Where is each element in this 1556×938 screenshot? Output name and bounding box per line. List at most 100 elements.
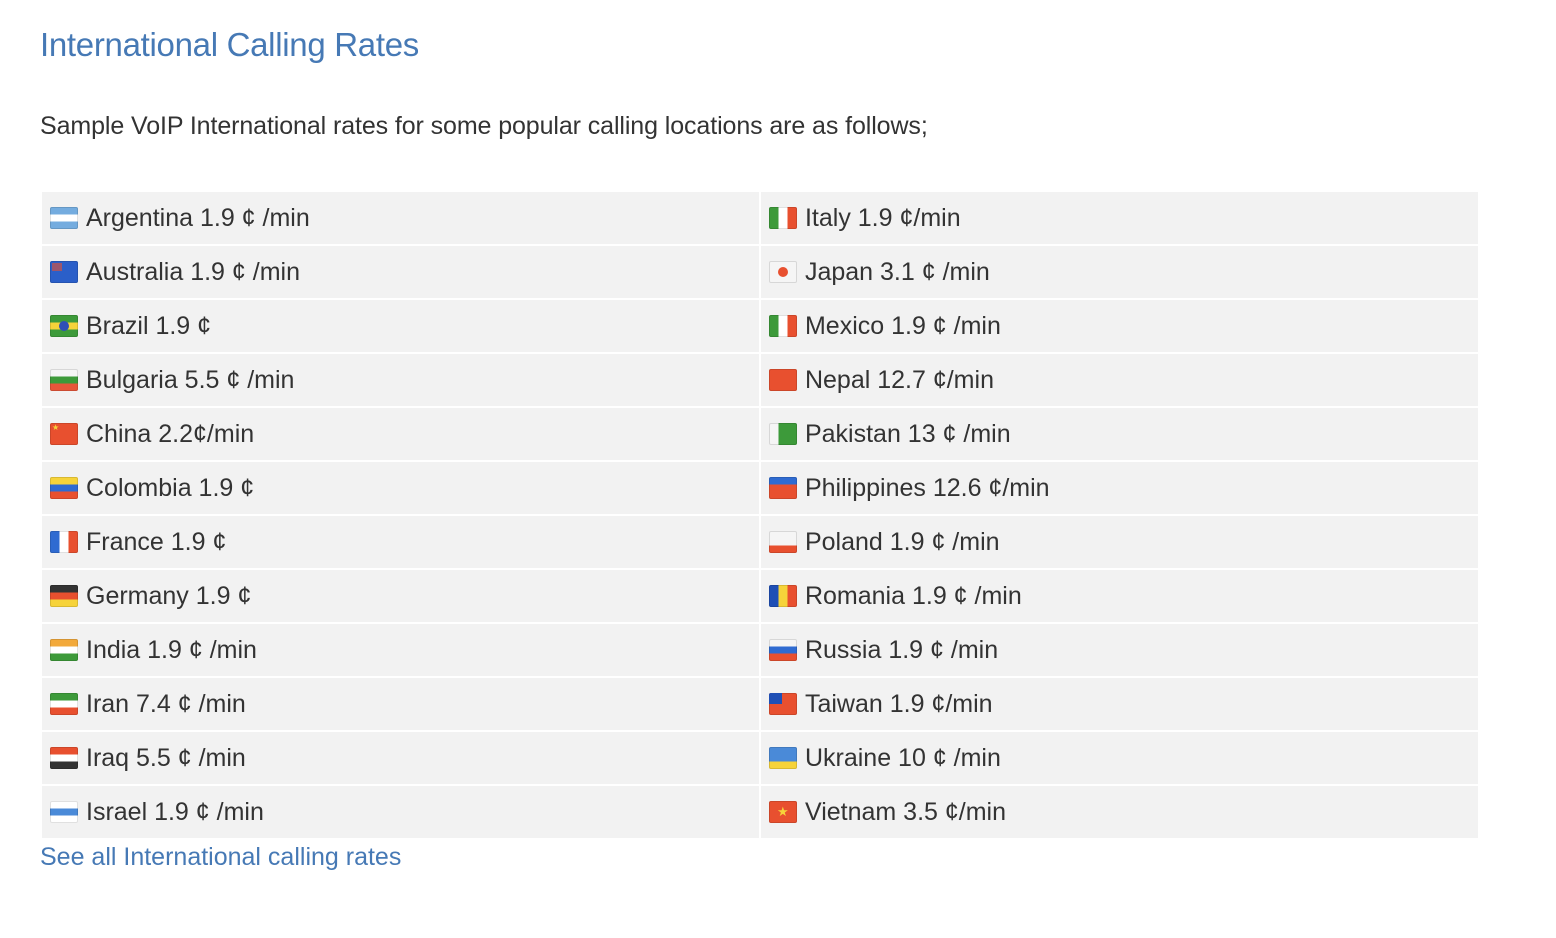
rate-cell-right: Nepal 12.7 ¢/min	[760, 354, 1478, 406]
iraq-flag-icon	[50, 747, 78, 769]
rate-cell-left: Israel 1.9 ¢ /min	[42, 786, 759, 838]
rate-cell-right: ★ Vietnam 3.5 ¢/min	[760, 786, 1478, 838]
colombia-flag-icon	[50, 477, 78, 499]
rate-item: Bulgaria 5.5 ¢ /min	[50, 366, 759, 395]
rate-item: Australia 1.9 ¢ /min	[50, 258, 759, 287]
rate-item: Romania 1.9 ¢ /min	[768, 581, 1478, 611]
rate-item: ★ Vietnam 3.5 ¢/min	[768, 797, 1478, 827]
rate-cell-left: Argentina 1.9 ¢ /min	[42, 192, 759, 244]
rate-text: Mexico 1.9 ¢ /min	[804, 311, 1001, 340]
germany-flag-icon	[50, 585, 78, 607]
vietnam-flag-icon: ★	[768, 801, 797, 823]
rate-text: Israel 1.9 ¢ /min	[86, 797, 264, 826]
rate-text: Pakistan 13 ¢ /min	[804, 419, 1011, 448]
rate-text: Philippines 12.6 ¢/min	[804, 473, 1050, 502]
rate-cell-left: Australia 1.9 ¢ /min	[42, 246, 759, 298]
mexico-flag-icon	[768, 315, 797, 337]
rate-cell-right: Pakistan 13 ¢ /min	[760, 408, 1478, 460]
see-all-rates-link[interactable]: See all International calling rates	[40, 843, 402, 871]
table-row: ★ China 2.2¢/min Pakistan 13 ¢ /min	[42, 408, 1478, 460]
rate-text: Ukraine 10 ¢ /min	[804, 743, 1001, 772]
taiwan-flag-icon	[768, 693, 797, 715]
rate-item: Iran 7.4 ¢ /min	[50, 690, 759, 719]
rate-cell-left: India 1.9 ¢ /min	[42, 624, 759, 676]
rate-item: Taiwan 1.9 ¢/min	[768, 690, 1478, 719]
france-flag-icon	[50, 531, 78, 553]
india-flag-icon	[50, 639, 78, 661]
nepal-flag-icon	[768, 369, 797, 391]
rate-cell-left: Brazil 1.9 ¢	[42, 300, 759, 352]
romania-flag-icon	[768, 585, 797, 607]
rate-text: Colombia 1.9 ¢	[86, 473, 255, 502]
rate-item: Poland 1.9 ¢ /min	[768, 527, 1478, 557]
table-row: Iraq 5.5 ¢ /min Ukraine 10 ¢ /min	[42, 732, 1478, 784]
rate-text: Argentina 1.9 ¢ /min	[86, 203, 310, 232]
rate-text: Vietnam 3.5 ¢/min	[804, 797, 1007, 826]
rate-item: ★ China 2.2¢/min	[50, 420, 759, 449]
rate-text: China 2.2¢/min	[86, 419, 255, 448]
rate-text: Iraq 5.5 ¢ /min	[86, 743, 246, 772]
australia-flag-icon	[50, 261, 78, 283]
page-title: International Calling Rates	[40, 26, 419, 63]
brazil-flag-icon	[50, 315, 78, 337]
rate-text: Italy 1.9 ¢/min	[804, 203, 961, 232]
rate-item: Israel 1.9 ¢ /min	[50, 798, 759, 827]
table-row: France 1.9 ¢ Poland 1.9 ¢ /min	[42, 516, 1478, 568]
rates-table: Argentina 1.9 ¢ /min Italy 1.9 ¢/min Austr…	[40, 190, 1480, 840]
table-row: Germany 1.9 ¢ Romania 1.9 ¢ /min	[42, 570, 1478, 622]
iran-flag-icon	[50, 693, 78, 715]
table-row: Bulgaria 5.5 ¢ /min Nepal 12.7 ¢/min	[42, 354, 1478, 406]
rate-cell-right: Romania 1.9 ¢ /min	[760, 570, 1478, 622]
rate-item: Pakistan 13 ¢ /min	[768, 419, 1478, 449]
israel-flag-icon	[50, 801, 78, 823]
table-row: Australia 1.9 ¢ /min Japan 3.1 ¢ /min	[42, 246, 1478, 298]
rate-cell-left: Bulgaria 5.5 ¢ /min	[42, 354, 759, 406]
ukraine-flag-icon	[768, 747, 797, 769]
table-row: Israel 1.9 ¢ /min ★ Vietnam 3.5 ¢/min	[42, 786, 1478, 838]
rate-cell-right: Poland 1.9 ¢ /min	[760, 516, 1478, 568]
rate-item: France 1.9 ¢	[50, 528, 759, 557]
rate-item: Colombia 1.9 ¢	[50, 474, 759, 503]
rate-cell-right: Russia 1.9 ¢ /min	[760, 624, 1478, 676]
bulgaria-flag-icon	[50, 369, 78, 391]
rate-item: Russia 1.9 ¢ /min	[768, 635, 1478, 665]
rate-text: Brazil 1.9 ¢	[86, 311, 212, 340]
table-row: India 1.9 ¢ /min Russia 1.9 ¢ /min	[42, 624, 1478, 676]
table-row: Brazil 1.9 ¢ Mexico 1.9 ¢ /min	[42, 300, 1478, 352]
rate-cell-right: Japan 3.1 ¢ /min	[760, 246, 1478, 298]
rate-cell-right: Mexico 1.9 ¢ /min	[760, 300, 1478, 352]
rate-item: Iraq 5.5 ¢ /min	[50, 744, 759, 773]
rate-item: Japan 3.1 ¢ /min	[768, 257, 1478, 287]
rate-text: Iran 7.4 ¢ /min	[86, 689, 246, 718]
rate-item: Germany 1.9 ¢	[50, 582, 759, 611]
rate-item: Italy 1.9 ¢/min	[768, 203, 1478, 233]
rate-cell-left: Iraq 5.5 ¢ /min	[42, 732, 759, 784]
rate-text: Russia 1.9 ¢ /min	[804, 635, 999, 664]
rate-cell-right: Taiwan 1.9 ¢/min	[760, 678, 1478, 730]
rate-text: Romania 1.9 ¢ /min	[804, 581, 1022, 610]
rate-text: Australia 1.9 ¢ /min	[86, 257, 300, 286]
rate-cell-right: Philippines 12.6 ¢/min	[760, 462, 1478, 514]
rate-cell-right: Ukraine 10 ¢ /min	[760, 732, 1478, 784]
rate-item: India 1.9 ¢ /min	[50, 636, 759, 665]
rate-item: Nepal 12.7 ¢/min	[768, 366, 1478, 395]
rate-item: Brazil 1.9 ¢	[50, 312, 759, 341]
pakistan-flag-icon	[768, 423, 797, 445]
rate-cell-left: France 1.9 ¢	[42, 516, 759, 568]
rate-text: Poland 1.9 ¢ /min	[804, 527, 1000, 556]
rate-cell-left: Germany 1.9 ¢	[42, 570, 759, 622]
rate-cell-left: Iran 7.4 ¢ /min	[42, 678, 759, 730]
rate-cell-right: Italy 1.9 ¢/min	[760, 192, 1478, 244]
rate-text: Japan 3.1 ¢ /min	[804, 257, 990, 286]
table-row: Iran 7.4 ¢ /min Taiwan 1.9 ¢/min	[42, 678, 1478, 730]
rate-text: Bulgaria 5.5 ¢ /min	[86, 365, 295, 394]
russia-flag-icon	[768, 639, 797, 661]
rate-text: Germany 1.9 ¢	[86, 581, 252, 610]
philippines-flag-icon	[768, 477, 797, 499]
japan-flag-icon	[768, 261, 797, 283]
rate-item: Ukraine 10 ¢ /min	[768, 743, 1478, 773]
table-row: Argentina 1.9 ¢ /min Italy 1.9 ¢/min	[42, 192, 1478, 244]
rate-text: France 1.9 ¢	[86, 527, 227, 556]
rate-item: Philippines 12.6 ¢/min	[768, 473, 1478, 503]
intro-text: Sample VoIP International rates for some…	[40, 112, 928, 140]
